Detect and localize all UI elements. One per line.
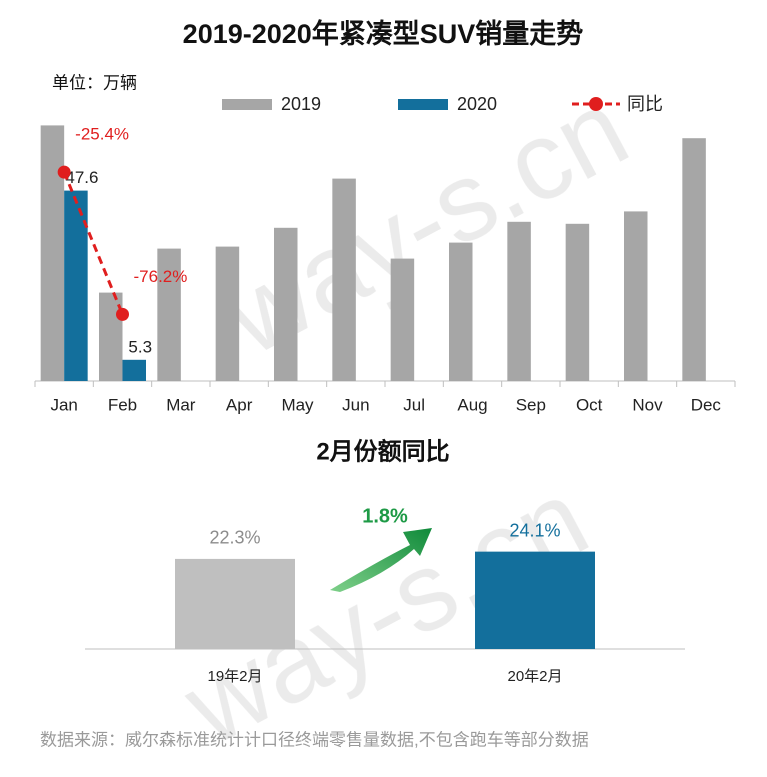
bar	[449, 242, 473, 381]
x-tick-label: Oct	[576, 395, 603, 414]
line-point	[57, 165, 71, 179]
bar	[122, 359, 146, 381]
data-label: -76.2%	[134, 267, 188, 286]
chart-title: 2月份额同比	[316, 438, 449, 465]
bar	[175, 558, 295, 649]
data-label: -25.4%	[75, 125, 129, 144]
x-tick-label: Sep	[516, 395, 546, 414]
x-tick-label: Jan	[50, 395, 77, 414]
legend-swatch	[222, 99, 272, 110]
data-label: 22.3%	[209, 528, 260, 548]
unit-label: 单位：万辆	[52, 73, 137, 92]
bar	[390, 258, 415, 381]
chart-title: 2019-2020年紧凑型SUV销量走势	[183, 18, 584, 49]
bar	[507, 221, 531, 381]
annotation: 1.8%	[362, 505, 408, 527]
legend-label: 2019	[281, 94, 321, 114]
bar	[215, 246, 240, 381]
legend-swatch	[589, 97, 603, 111]
bar	[157, 248, 181, 381]
watermark-group: way-s.cn way-s.cn	[165, 66, 647, 769]
legend-label: 同比	[627, 94, 663, 114]
x-tick-label: Nov	[632, 395, 663, 414]
x-tick-label: Mar	[166, 395, 196, 414]
line-point	[116, 307, 129, 321]
bar	[274, 227, 298, 381]
bar	[682, 138, 706, 381]
bar	[40, 125, 65, 382]
x-tick-label: Dec	[691, 395, 722, 414]
legend-label: 2020	[457, 94, 497, 114]
source-note: 数据来源：威尔森标准统计计口径终端零售量数据,不包含跑车等部分数据	[40, 730, 589, 749]
legend-swatch	[398, 99, 448, 110]
bar	[475, 551, 595, 649]
x-tick-label: Feb	[108, 395, 137, 414]
x-tick-label: 20年2月	[507, 668, 562, 685]
x-tick-label: May	[281, 395, 314, 414]
bar	[332, 178, 356, 381]
x-tick-label: Jul	[403, 395, 425, 414]
x-tick-label: 19年2月	[207, 668, 262, 685]
data-label: 5.3	[128, 337, 152, 356]
x-tick-label: Jun	[342, 395, 369, 414]
data-label: 47.6	[65, 168, 98, 187]
growth-arrow	[330, 528, 432, 592]
bar	[64, 190, 88, 381]
bar	[624, 211, 648, 381]
data-label: 24.1%	[509, 520, 560, 540]
x-tick-label: Aug	[457, 395, 487, 414]
x-tick-label: Apr	[226, 395, 253, 414]
bar	[565, 223, 590, 381]
